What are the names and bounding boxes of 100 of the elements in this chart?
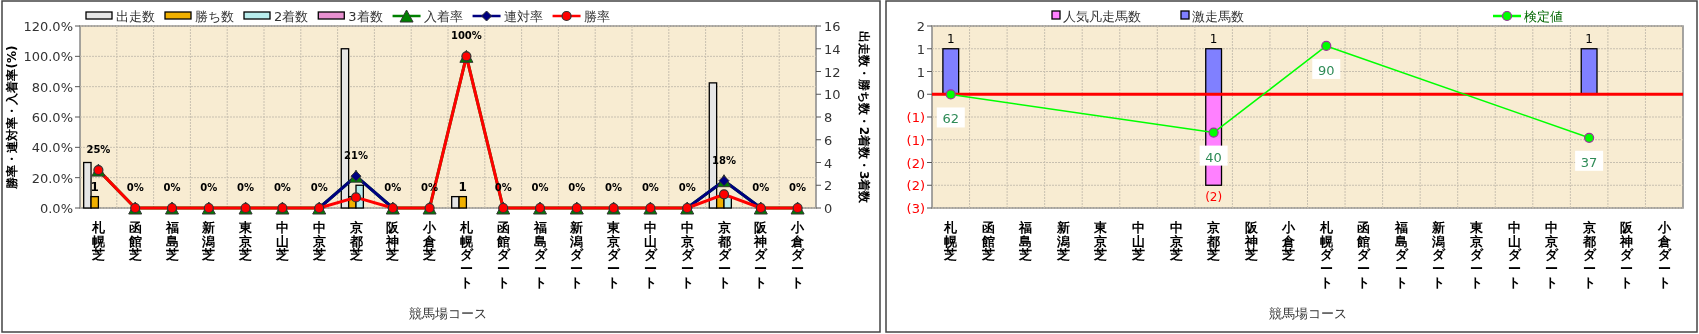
x-tick-label: 小倉ダート: [1656, 220, 1672, 290]
legend-label: 勝率: [583, 9, 610, 24]
y2-axis-title: 出走数・勝ち数・2着数・3着数: [857, 30, 871, 205]
y2-tick-label: 0: [824, 201, 833, 216]
data-label: 0%: [641, 182, 659, 193]
x-tick-label: 札幌ダート: [458, 220, 474, 290]
x-tick-label: 京都芝: [348, 220, 363, 263]
y-tick-label: 1: [916, 41, 925, 57]
y-axis-title: 勝率・連対率・入着率(%): [5, 45, 19, 190]
data-label: 0%: [605, 182, 623, 193]
data-label: 62: [942, 111, 960, 127]
x-tick-label: 函館芝: [980, 220, 995, 263]
legend-item: 人気凡走馬数: [1051, 9, 1141, 24]
data-label: 100%: [450, 30, 482, 42]
data-label: 0%: [384, 182, 402, 193]
x-tick-label: 新潟ダート: [569, 220, 585, 290]
x-tick-label: 中京ダート: [679, 220, 695, 290]
data-label: 1: [458, 179, 467, 194]
x-tick-label: 新潟芝: [201, 220, 216, 263]
x-tick-label: 中京芝: [1168, 220, 1183, 263]
y-tick-label: (2): [906, 178, 925, 194]
y-tick-label: (2): [906, 155, 925, 171]
x-tick-label: 阪神芝: [385, 220, 401, 263]
y2-tick-label: 2: [824, 178, 833, 194]
legend-item: 勝ち数: [164, 9, 234, 24]
y2-tick-label: 12: [824, 64, 841, 80]
data-label: 0%: [126, 182, 144, 193]
x-tick-label: 函館ダート: [495, 220, 511, 290]
y-tick-label: (1): [906, 110, 925, 125]
x-tick-label: 函館ダート: [1356, 220, 1372, 290]
y-tick-label: 2: [916, 19, 925, 34]
x-tick-label: 中京ダート: [1544, 220, 1560, 290]
data-label: 0%: [789, 182, 807, 193]
x-tick-label: 京都芝: [1206, 220, 1221, 263]
x-tick-label: 中山芝: [1131, 220, 1146, 263]
data-label: 25%: [86, 144, 111, 156]
data-label: 0%: [568, 182, 586, 193]
x-tick-label: 札幌ダート: [1318, 220, 1334, 290]
data-label: 0%: [273, 182, 291, 193]
legend-label: 入着率: [423, 9, 463, 24]
x-tick-label: 札幌芝: [943, 220, 959, 263]
x-tick-label: 福島芝: [164, 220, 179, 263]
legend-label: 3着数: [348, 9, 383, 24]
data-label: 0%: [752, 182, 770, 193]
y2-tick-label: 6: [824, 132, 833, 148]
y2-tick-label: 14: [824, 41, 841, 57]
x-tick-label: 中山芝: [274, 220, 289, 263]
y-tick-label: 60.0%: [31, 110, 73, 125]
y-tick-label: (3): [906, 201, 925, 216]
data-label: 90: [1318, 62, 1335, 78]
legend-label: 検定値: [1524, 9, 1563, 24]
y-tick-label: 40.0%: [31, 140, 73, 156]
data-label: 1: [946, 31, 955, 46]
legend-item: 2着数: [243, 9, 309, 24]
data-label: 0%: [531, 182, 549, 193]
y2-tick-label: 10: [824, 87, 841, 103]
data-label: 37: [1580, 154, 1598, 170]
legend-label: 連対率: [503, 9, 543, 24]
data-label: 1: [1209, 31, 1218, 46]
data-label: 0%: [163, 182, 181, 193]
x-tick-label: 小倉芝: [1281, 220, 1297, 263]
legend-item: 検定値: [1493, 9, 1563, 24]
legend-label: 勝ち数: [195, 9, 234, 24]
x-tick-label: 阪神ダート: [753, 220, 769, 290]
legend-label: 激走馬数: [1192, 9, 1244, 24]
legend-item: 出走数: [85, 9, 155, 24]
legend-item: 3着数: [317, 9, 383, 24]
x-tick-label: 中山ダート: [1507, 220, 1522, 290]
x-tick-label: 小倉ダート: [790, 220, 806, 290]
y2-tick-label: 16: [824, 19, 841, 34]
y-tick-label: 0.0%: [39, 201, 73, 216]
x-tick-label: 新潟芝: [1055, 220, 1070, 263]
legend-label: 出走数: [116, 9, 155, 24]
x-tick-label: 阪神ダート: [1619, 220, 1635, 290]
y-tick-label: 100.0%: [23, 49, 73, 65]
legend-item: 勝率: [552, 9, 610, 24]
x-axis-title: 競馬場コース: [409, 306, 487, 321]
x-tick-label: 東京芝: [238, 220, 254, 263]
data-label: 1: [90, 179, 99, 194]
x-tick-label: 札幌芝: [90, 220, 106, 263]
y-tick-label: 120.0%: [23, 19, 73, 34]
data-label: 0%: [678, 182, 696, 193]
y2-tick-label: 4: [824, 155, 833, 171]
x-tick-label: 東京ダート: [1468, 220, 1484, 290]
legend-item: 激走馬数: [1180, 9, 1244, 24]
y-tick-label: 80.0%: [31, 79, 73, 95]
data-label: 0%: [200, 182, 218, 193]
x-tick-label: 新潟ダート: [1431, 220, 1447, 290]
data-label: (2): [1205, 190, 1223, 205]
y-tick-label: 0: [916, 87, 925, 103]
legend-label: 2着数: [274, 9, 309, 24]
x-tick-label: 福島ダート: [1393, 220, 1409, 290]
x-tick-label: 東京ダート: [606, 220, 622, 290]
x-tick-label: 函館芝: [127, 220, 142, 263]
x-tick-label: 京都ダート: [1581, 220, 1597, 290]
x-tick-label: 中山ダート: [643, 220, 658, 290]
data-label: 40: [1205, 149, 1222, 165]
x-tick-label: 京都ダート: [716, 220, 732, 290]
data-label: 1: [1585, 31, 1593, 46]
x-tick-label: 小倉芝: [422, 220, 438, 263]
